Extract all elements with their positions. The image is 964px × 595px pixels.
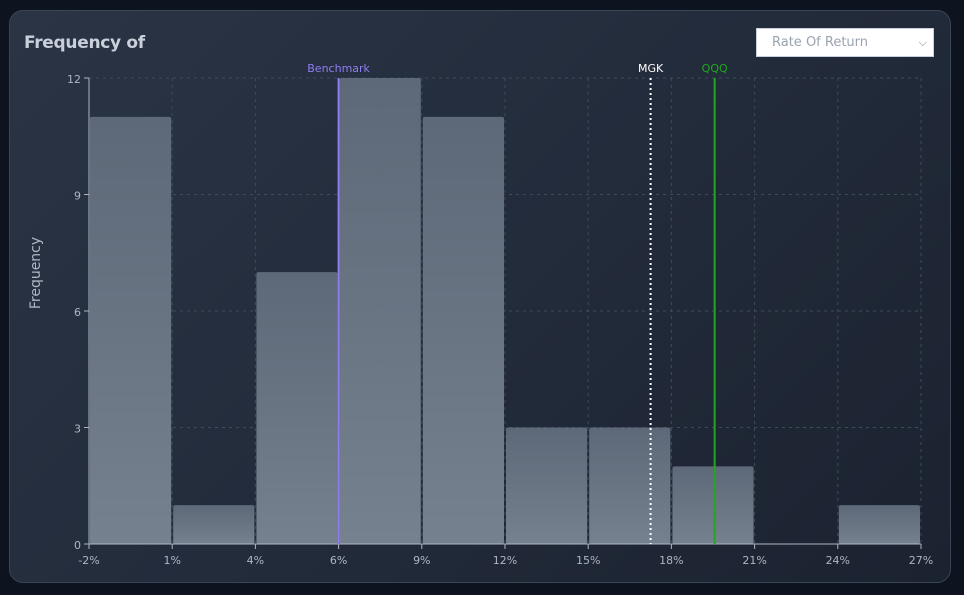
y-tick-label: 12 (67, 73, 81, 86)
x-tick-label: -2% (78, 554, 99, 567)
x-tick-label: 27% (909, 554, 933, 567)
y-tick-label: 9 (74, 190, 81, 203)
histogram-bar[interactable] (422, 116, 504, 544)
chevron-down-icon: ⌵ (918, 36, 927, 49)
x-tick-label: 6% (330, 554, 347, 567)
x-tick-label: 24% (826, 554, 850, 567)
dropdown-value: Rate Of Return (772, 35, 869, 50)
reference-markers: Benchmark MGK QQQ (307, 62, 728, 544)
y-tick-label: 3 (74, 423, 81, 436)
x-tick-label: 12% (493, 554, 517, 567)
histogram-bar[interactable] (256, 272, 338, 544)
x-tick-label: 4% (247, 554, 264, 567)
x-tick-label: 21% (742, 554, 766, 567)
x-tick-label: 1% (163, 554, 180, 567)
histogram-bar[interactable] (90, 116, 172, 544)
x-tick-label: 18% (659, 554, 683, 567)
histogram-bar[interactable] (672, 466, 754, 544)
marker-label-benchmark: Benchmark (307, 62, 370, 75)
grid-lines (89, 77, 922, 544)
marker-label-mgk: MGK (638, 62, 664, 75)
x-tick-label: 15% (576, 554, 600, 567)
axes: 0 3 6 9 12 -2% 1% 4% 6% 9% 12% 15% 18% 21% 24% 27% (67, 73, 933, 567)
histogram-bar[interactable] (173, 505, 255, 544)
histogram-bar[interactable] (339, 78, 421, 544)
page-title: Frequency of (24, 33, 145, 53)
bars (90, 78, 920, 544)
y-axis-label: Frequency (28, 237, 44, 309)
metric-dropdown[interactable]: Rate Of Return ⌵ (756, 28, 934, 57)
y-tick-label: 6 (74, 306, 81, 319)
histogram-bar[interactable] (589, 427, 671, 545)
y-tick-label: 0 (74, 539, 81, 552)
histogram-bar[interactable] (838, 505, 920, 544)
marker-label-qqq: QQQ (702, 62, 728, 75)
histogram-bar[interactable] (506, 427, 588, 545)
x-tick-label: 9% (413, 554, 430, 567)
